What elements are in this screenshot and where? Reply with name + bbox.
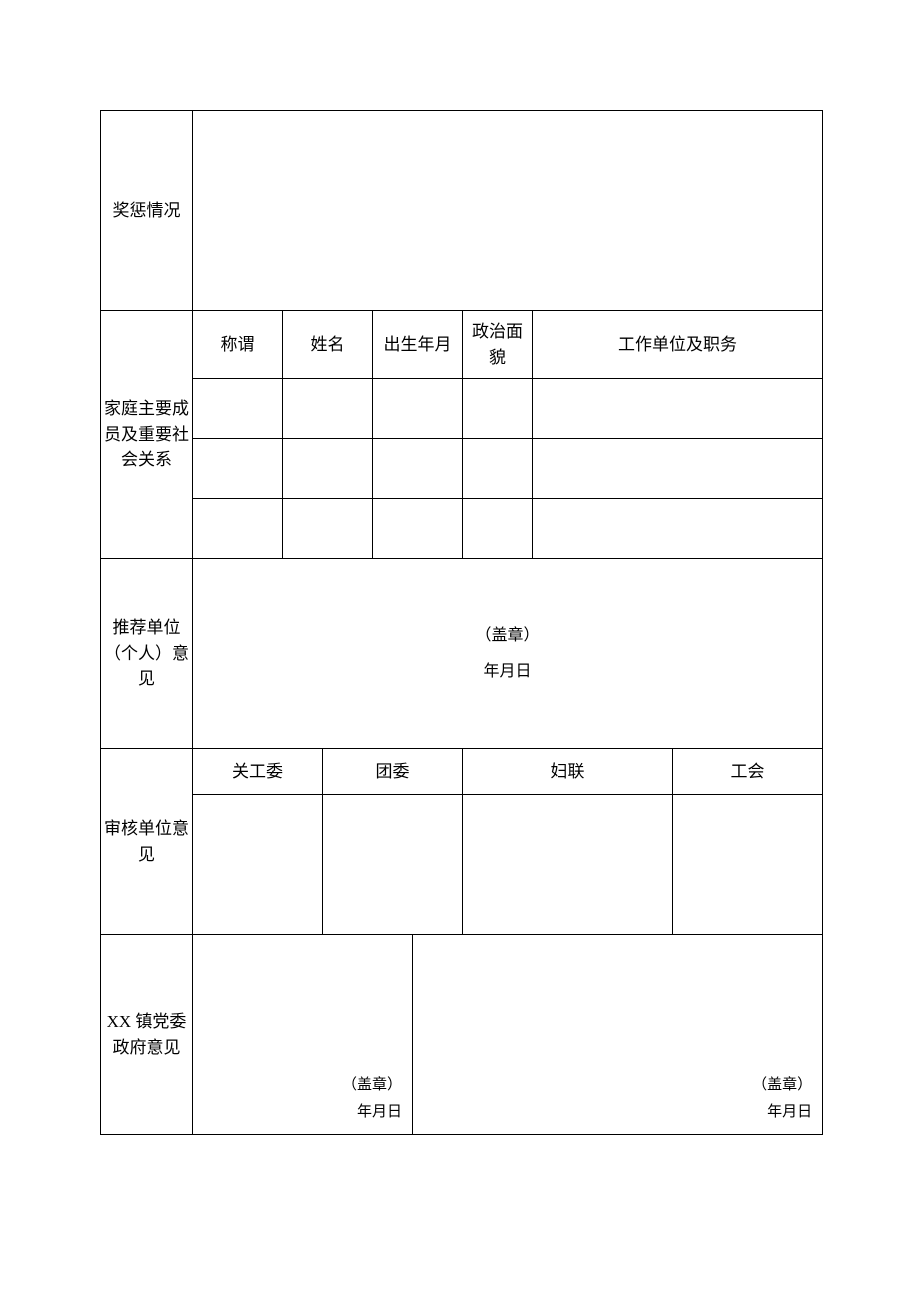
gov-date-right: 年月日 (752, 1099, 812, 1126)
audit-cell (463, 795, 673, 935)
family-header-name: 姓名 (283, 311, 373, 379)
recommend-content: （盖章） 年月日 (193, 559, 823, 749)
audit-label: 审核单位意见 (101, 749, 193, 935)
family-cell (373, 379, 463, 439)
recommend-label: 推荐单位（个人）意见 (101, 559, 193, 749)
family-cell (283, 499, 373, 559)
family-cell (283, 439, 373, 499)
audit-header-1: 关工委 (193, 749, 323, 795)
gov-label: XX 镇党委政府意见 (101, 935, 193, 1135)
audit-cell (323, 795, 463, 935)
recommend-date: 年月日 (195, 654, 820, 689)
family-label: 家庭主要成员及重要社会关系 (101, 311, 193, 559)
family-header-birth: 出生年月 (373, 311, 463, 379)
family-cell (373, 439, 463, 499)
form-table: 奖惩情况 家庭主要成员及重要社会关系 称谓 姓名 出生年月 政治面貌 工作单位及… (100, 110, 823, 1135)
family-cell (193, 379, 283, 439)
family-cell (283, 379, 373, 439)
gov-content-left: （盖章） 年月日 (193, 935, 413, 1135)
family-cell (463, 439, 533, 499)
family-cell (533, 379, 823, 439)
family-header-work: 工作单位及职务 (533, 311, 823, 379)
gov-seal-right: （盖章） (752, 1072, 812, 1099)
family-cell (533, 499, 823, 559)
rewards-content (193, 111, 823, 311)
family-cell (373, 499, 463, 559)
audit-header-3: 妇联 (463, 749, 673, 795)
family-cell (533, 439, 823, 499)
family-cell (193, 499, 283, 559)
family-cell (463, 379, 533, 439)
gov-date-left: 年月日 (342, 1099, 402, 1126)
recommend-seal: （盖章） (195, 618, 820, 653)
audit-cell (673, 795, 823, 935)
family-header-political: 政治面貌 (463, 311, 533, 379)
family-header-relation: 称谓 (193, 311, 283, 379)
family-cell (193, 439, 283, 499)
audit-header-4: 工会 (673, 749, 823, 795)
rewards-label: 奖惩情况 (101, 111, 193, 311)
gov-content-right: （盖章） 年月日 (413, 935, 823, 1135)
audit-header-2: 团委 (323, 749, 463, 795)
family-cell (463, 499, 533, 559)
gov-seal-left: （盖章） (342, 1072, 402, 1099)
audit-cell (193, 795, 323, 935)
